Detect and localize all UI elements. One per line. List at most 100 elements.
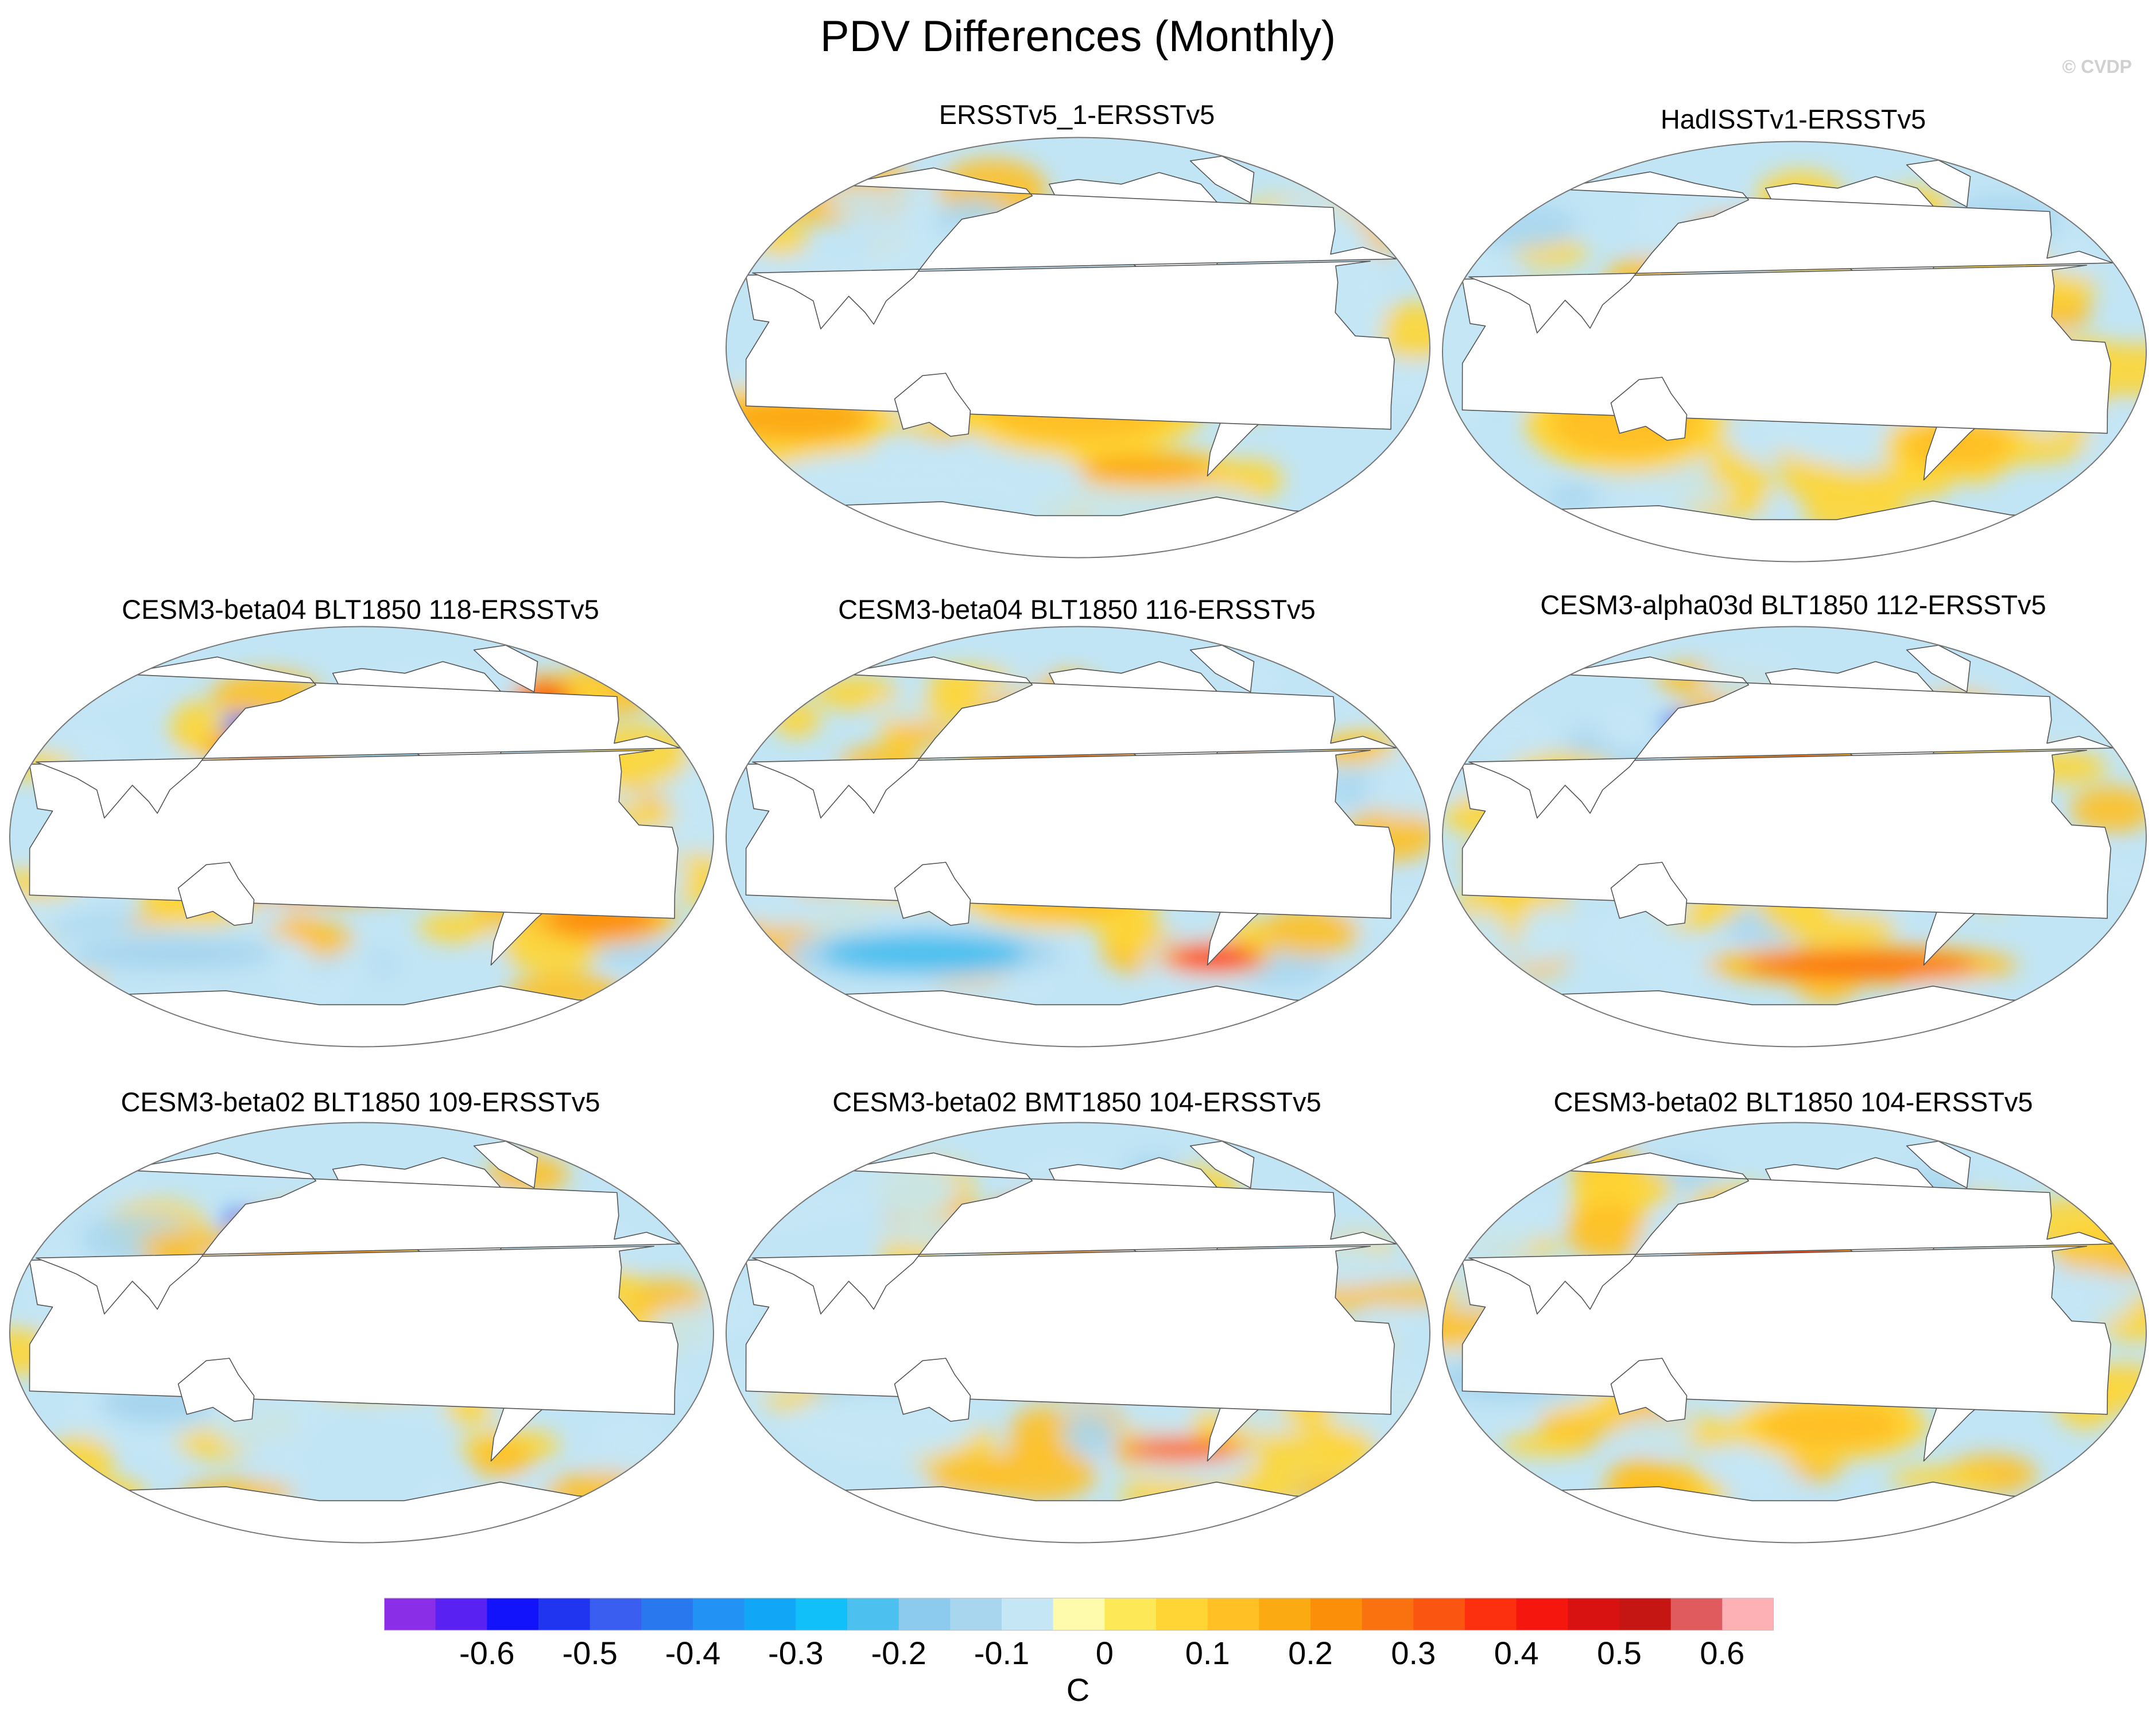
anomaly-core [821, 935, 1027, 972]
colorbar-tick-label: -0.5 [562, 1635, 618, 1671]
land-greenland [473, 645, 538, 693]
colorbar-swatch [796, 1598, 848, 1630]
anomaly-core [1758, 1402, 1903, 1449]
colorbar-swatch [744, 1598, 796, 1630]
map-outline [1442, 141, 2147, 563]
anomaly-blob [772, 702, 821, 738]
anomaly-blob [1565, 1202, 1648, 1262]
colorbar-tick-label: -0.1 [974, 1635, 1030, 1671]
colorbar-swatch [1722, 1598, 1774, 1630]
anomaly-blob [1888, 1466, 1996, 1490]
colorbar-swatch [847, 1598, 899, 1630]
colorbar-unit: C [1066, 1672, 1090, 1708]
colorbar-swatch [950, 1598, 1002, 1630]
colorbar-swatch [1156, 1598, 1208, 1630]
anomaly-blob [792, 901, 912, 934]
anomaly-blob [1779, 463, 1851, 501]
colorbar-swatch [898, 1598, 951, 1630]
land-australia [1610, 1358, 1688, 1422]
anomaly-blob [1261, 906, 1360, 956]
anomaly-blob [594, 941, 681, 967]
anomaly-blob [1289, 1478, 1388, 1504]
map-outline [726, 137, 1430, 559]
map-outline [726, 626, 1430, 1048]
map-outline [1442, 1122, 2147, 1544]
anomaly-blob [24, 676, 138, 712]
map-panel-4 [725, 626, 1431, 1048]
anomaly-blob [1500, 1433, 1587, 1456]
colorbar-swatch [435, 1598, 487, 1630]
anomaly-blob [1615, 1417, 1696, 1450]
anomaly-blob [1458, 202, 1579, 249]
colorbar-swatch [1362, 1598, 1414, 1630]
anomaly-core [1078, 455, 1213, 483]
anomaly-core [812, 457, 1045, 495]
anomaly-core [807, 1402, 952, 1449]
panel-title-7: CESM3-beta02 BMT1850 104-ERSSTv5 [832, 1087, 1321, 1117]
colorbar-tick-label: 0.2 [1288, 1635, 1333, 1671]
anomaly-blob [1372, 302, 1430, 360]
anomaly-blob [417, 911, 497, 943]
panel-title-3: CESM3-beta04 BLT1850 118-ERSSTv5 [122, 594, 599, 625]
land-australia [177, 1358, 255, 1422]
land-greenland [1906, 160, 1971, 208]
anomaly-blob [1452, 912, 1507, 955]
anomaly-blob [90, 1152, 144, 1197]
anomaly-blob [1572, 1165, 1673, 1211]
colorbar-swatch [1670, 1598, 1723, 1630]
anomaly-blob [44, 1435, 114, 1487]
anomaly-blob [1471, 707, 1553, 759]
land-australia [894, 1358, 971, 1422]
land-greenland [1189, 645, 1255, 693]
anomaly-blob [587, 1416, 664, 1442]
land-greenland [1189, 156, 1255, 204]
map-outline [1442, 626, 2147, 1048]
anomaly-blob [825, 187, 900, 213]
land-greenland [473, 1141, 538, 1189]
colorbar-svg [384, 1598, 1774, 1631]
map-panel-1 [725, 137, 1431, 559]
anomaly-blob [2070, 786, 2146, 833]
colorbar-tick-label: -0.4 [665, 1635, 721, 1671]
colorbar-swatch [1207, 1598, 1259, 1630]
colorbar-swatch [641, 1598, 693, 1630]
land-greenland [1906, 1141, 1971, 1189]
map-outline [9, 1122, 714, 1544]
colorbar-swatch [384, 1598, 436, 1630]
land-australia [894, 373, 971, 437]
panel-title-2: HadISSTv1-ERSSTv5 [1660, 104, 1926, 134]
map-svg [726, 1122, 1430, 1544]
panel-title-6: CESM3-beta02 BLT1850 109-ERSSTv5 [121, 1087, 600, 1117]
land-australia [894, 862, 971, 926]
colorbar-tick-label: -0.3 [768, 1635, 824, 1671]
anomaly-blob [1348, 1282, 1430, 1307]
colorbar-swatch [590, 1598, 642, 1630]
map-panel-5 [1441, 626, 2147, 1048]
map-svg [1442, 626, 2147, 1048]
colorbar-swatch [1465, 1598, 1517, 1630]
watermark: © CVDP [2062, 56, 2132, 77]
colorbar-tick-label: 0.1 [1185, 1635, 1230, 1671]
anomaly-blob [726, 1276, 762, 1339]
map-panel-7 [725, 1122, 1431, 1544]
anomaly-core [1744, 951, 1977, 979]
anomaly-blob [1615, 479, 1734, 509]
anomaly-blob [1063, 1410, 1116, 1459]
panel-title-8: CESM3-beta02 BLT1850 104-ERSSTv5 [1553, 1087, 2033, 1117]
anomaly-blob [1362, 770, 1430, 817]
anomaly-blob [470, 1440, 533, 1478]
colorbar-tick-label: 0 [1095, 1635, 1114, 1671]
anomaly-blob [1256, 1429, 1364, 1479]
map-outline [726, 1122, 1430, 1544]
colorbar-tick-label: 0.5 [1597, 1635, 1642, 1671]
panel-title-1: ERSSTv5_1-ERSSTv5 [939, 99, 1215, 130]
anomaly-blob [2104, 865, 2146, 896]
anomaly-blob [856, 1161, 960, 1218]
colorbar-swatch [1053, 1598, 1105, 1630]
colorbar-tick-label: 0.6 [1700, 1635, 1745, 1671]
land-greenland [1189, 1141, 1255, 1189]
panel-title-5: CESM3-alpha03d BLT1850 112-ERSSTv5 [1540, 590, 2046, 620]
map-panel-3 [9, 626, 715, 1048]
anomaly-core [70, 935, 276, 972]
page-title: PDV Differences (Monthly) [820, 12, 1336, 61]
